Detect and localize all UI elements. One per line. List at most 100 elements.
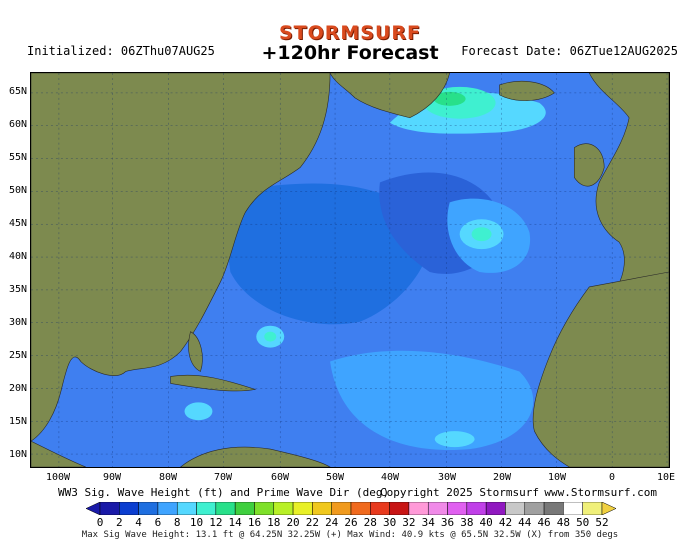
- colorbar-swatch: [312, 502, 332, 515]
- lat-label: 40N: [8, 251, 27, 262]
- colorbar-arrow-high: [601, 502, 616, 515]
- max-stats-line: Max Sig Wave Height: 13.1 ft @ 64.25N 32…: [81, 530, 619, 540]
- colorbar-swatch: [563, 502, 583, 515]
- wave-peak-iceland-core: [433, 91, 466, 106]
- colorbar-swatch: [582, 502, 603, 515]
- colorbar-tick-label: 26: [344, 516, 358, 529]
- colorbar-swatch: [138, 502, 159, 515]
- land-uk-ireland: [573, 143, 605, 187]
- colorbar-tick-label: 52: [595, 516, 609, 529]
- lon-label: 90W: [102, 472, 122, 483]
- colorbar-tick-label: 20: [286, 516, 300, 529]
- colorbar-swatch: [370, 502, 390, 515]
- product-description: WW3 Sig. Wave Height (ft) and Prime Wave…: [58, 486, 390, 499]
- land-florida: [188, 331, 203, 372]
- colorbar-swatch: [543, 502, 564, 515]
- colorbar-swatch: [273, 502, 294, 515]
- colorbar-swatch: [331, 502, 352, 515]
- lon-label: 0: [608, 472, 616, 483]
- colorbar-swatch: [254, 502, 275, 515]
- wave-peak-tropical: [434, 431, 475, 448]
- colorbar-tick-label: 50: [576, 516, 590, 529]
- lon-label: 10E: [656, 472, 676, 483]
- colorbar-swatch: [466, 502, 487, 515]
- colorbar-tick-label: 36: [440, 516, 455, 529]
- lat-label: 55N: [8, 152, 27, 163]
- forecast-title: +120hr Forecast: [261, 42, 439, 64]
- colorbar-swatch: [157, 502, 178, 515]
- wave-peak-bahamas-core: [264, 331, 277, 342]
- colorbar-tick-label: 38: [460, 516, 474, 529]
- ocean-region-mid: [220, 183, 431, 325]
- colorbar-tick-label: 12: [209, 516, 223, 529]
- lat-label: 65N: [8, 86, 27, 97]
- colorbar-swatch: [485, 502, 506, 515]
- wave-peak-caribbean: [184, 402, 213, 421]
- colorbar-tick-label: 0: [96, 516, 104, 529]
- colorbar-tick-label: 6: [154, 516, 162, 529]
- colorbar-tick-label: 42: [498, 516, 513, 529]
- colorbar-tick-label: 24: [325, 516, 339, 529]
- lat-label: 45N: [8, 218, 27, 229]
- colorbar-swatch: [408, 502, 429, 515]
- initialized-label: Initialized: 06ZThu07AUG25: [27, 44, 215, 58]
- lat-label: 10N: [8, 449, 27, 460]
- colorbar-tick-label: 2: [115, 516, 123, 529]
- colorbar-swatch: [447, 502, 468, 515]
- colorbar-tick-label: 48: [556, 516, 570, 529]
- colorbar-swatch: [389, 502, 410, 515]
- colorbar-tick-label: 28: [363, 516, 377, 529]
- lat-label: 30N: [8, 317, 27, 328]
- website-link[interactable]: www.Stormsurf.com: [544, 486, 657, 499]
- lon-label: 70W: [213, 472, 233, 483]
- colorbar-swatch: [99, 502, 120, 515]
- colorbar-tick-label: 32: [402, 516, 416, 529]
- colorbar-swatch: [292, 502, 313, 515]
- lon-label: 10W: [547, 472, 567, 483]
- colorbar-swatch: [524, 502, 545, 515]
- ocean-region-light: [330, 350, 534, 450]
- lon-label: 20W: [492, 472, 512, 483]
- colorbar-swatch: [215, 502, 236, 515]
- lon-label: 100W: [45, 472, 71, 483]
- lat-label: 20N: [8, 383, 27, 394]
- colorbar-arrow-low: [86, 502, 101, 515]
- land-south-america: [180, 446, 331, 467]
- lat-label: 60N: [8, 119, 27, 130]
- colorbar-tick-label: 10: [189, 516, 204, 529]
- colorbar-tick-label: 4: [135, 516, 142, 529]
- lat-label: 50N: [8, 185, 27, 196]
- lon-label: 30W: [437, 472, 457, 483]
- colorbar-swatch: [196, 502, 217, 515]
- colorbar-swatch: [505, 502, 526, 515]
- land-europe: [588, 73, 669, 298]
- lon-label: 50W: [325, 472, 345, 483]
- colorbar-tick-label: 22: [305, 516, 319, 529]
- colorbar-swatch: [176, 502, 197, 515]
- colorbar-tick-label: 34: [421, 516, 435, 529]
- colorbar-tick-label: 44: [518, 516, 532, 529]
- lat-label: 35N: [8, 284, 27, 295]
- forecast-date-label: Forecast Date: 06ZTue12AUG2025: [461, 44, 678, 58]
- land-central-america: [31, 440, 86, 467]
- lat-label: 15N: [8, 416, 27, 427]
- lon-label: 80W: [158, 472, 178, 483]
- wave-peak-mid-atlantic-core: [471, 227, 492, 242]
- colorbar-tick-label: 30: [382, 516, 397, 529]
- colorbar-tick-label: 14: [228, 516, 242, 529]
- colorbar-tick-label: 8: [173, 516, 181, 529]
- land-africa-iberia: [532, 271, 669, 467]
- colorbar-swatch: [350, 502, 371, 515]
- wave-height-map: [30, 72, 670, 468]
- colorbar-swatch: [234, 502, 255, 515]
- colorbar-tick-label: 46: [537, 516, 551, 529]
- copyright: Copyright 2025 Stormsurf: [380, 486, 539, 499]
- colorbar-tick-label: 18: [267, 516, 281, 529]
- stormsurf-logo: STORMSURF: [278, 22, 422, 44]
- graticule: [31, 73, 669, 467]
- land-cuba: [170, 374, 257, 392]
- land-iceland: [499, 80, 555, 101]
- lon-label: 40W: [380, 472, 400, 483]
- lat-label: 25N: [8, 350, 27, 361]
- colorbar: [86, 502, 616, 515]
